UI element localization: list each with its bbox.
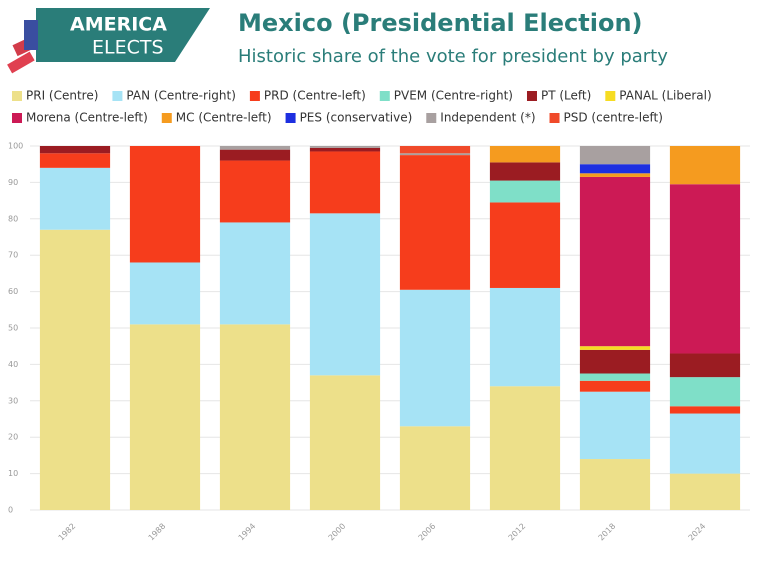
bar-segment [219, 160, 291, 223]
legend-swatch [379, 91, 390, 101]
legend-label: Morena (Centre-left) [26, 111, 148, 125]
y-tick-label: 10 [8, 469, 18, 478]
bar-segment [579, 176, 651, 347]
bar-segment [579, 459, 651, 510]
bar-segment [399, 155, 471, 290]
legend-swatch [605, 91, 616, 101]
bar-segment [489, 162, 561, 181]
bar-segment [399, 289, 471, 427]
legend-swatch [285, 113, 296, 123]
logo-text: ELECTS [92, 37, 164, 59]
y-tick-label: 40 [8, 360, 18, 369]
legend-label: PVEM (Centre-right) [394, 89, 513, 103]
logo: AMERICA ELECTS [7, 8, 210, 74]
bar-segment [309, 213, 381, 376]
legend-swatch [112, 91, 123, 101]
bar-segment [309, 147, 381, 152]
bar-segment [129, 262, 201, 325]
legend-swatch [526, 91, 537, 101]
legend-label: Independent (*) [440, 111, 535, 125]
bar-segment [669, 146, 741, 185]
bar-segment [579, 173, 651, 177]
bar-segment [219, 146, 291, 150]
bar-segment [579, 146, 651, 165]
legend-swatch [549, 113, 560, 123]
legend-label: PES (conservative) [300, 111, 413, 125]
legend-label: PT (Left) [541, 89, 591, 103]
bar-segment [669, 377, 741, 407]
logo-banner [36, 8, 210, 62]
bar-segment [39, 229, 111, 510]
bar-segment [129, 324, 201, 510]
bar-segment [669, 413, 741, 474]
bar-segment [579, 346, 651, 350]
logo-shape [7, 51, 35, 74]
y-tick-label: 0 [8, 506, 13, 515]
legend-swatch [12, 91, 22, 101]
legend-swatch [249, 91, 260, 101]
bar-segment [219, 149, 291, 161]
legend-swatch [426, 113, 437, 123]
bar-segment [579, 164, 651, 174]
chart-subtitle: Historic share of the vote for president… [238, 46, 668, 67]
bar-segment [129, 146, 201, 263]
bar-segment [669, 406, 741, 414]
bar-segment [219, 324, 291, 510]
bar-segment [399, 426, 471, 510]
bar-segment [579, 380, 651, 392]
logo-shape [24, 20, 38, 50]
bar-segment [489, 146, 561, 163]
y-tick-label: 100 [8, 142, 23, 151]
legend-swatch [12, 113, 22, 123]
bar-segment [219, 222, 291, 325]
legend-swatch [161, 113, 172, 123]
bar-segment [579, 349, 651, 374]
y-tick-label: 60 [8, 287, 18, 296]
bar-segment [489, 386, 561, 510]
bar-segment [489, 202, 561, 288]
bar-segment [669, 184, 741, 354]
bar-segment [399, 153, 471, 156]
y-tick-label: 30 [8, 396, 18, 405]
y-tick-label: 90 [8, 178, 18, 187]
legend-label: PRD (Centre-left) [264, 89, 366, 103]
legend-label: PANAL (Liberal) [619, 89, 711, 103]
bar-segment [39, 146, 111, 154]
bar-segment [39, 153, 111, 168]
bar-segment [399, 146, 471, 154]
bar-segment [309, 375, 381, 510]
y-tick-label: 50 [8, 324, 18, 333]
bar-segment [309, 151, 381, 214]
logo-text: AMERICA [70, 14, 167, 36]
bar-segment [309, 146, 381, 148]
legend-label: PRI (Centre) [26, 89, 98, 103]
y-tick-label: 80 [8, 214, 18, 223]
bar-segment [579, 373, 651, 381]
y-tick-label: 20 [8, 433, 18, 442]
chart-title: Mexico (Presidential Election) [238, 9, 643, 37]
bar-segment [489, 180, 561, 203]
legend-label: PSD (centre-left) [564, 111, 663, 125]
legend-label: MC (Centre-left) [176, 111, 272, 125]
y-tick-label: 70 [8, 251, 18, 260]
bar-segment [489, 287, 561, 387]
bar-segment [39, 167, 111, 230]
bar-segment [669, 473, 741, 510]
bar-segment [579, 391, 651, 460]
bar-segment [669, 353, 741, 378]
legend-label: PAN (Centre-right) [126, 89, 235, 103]
